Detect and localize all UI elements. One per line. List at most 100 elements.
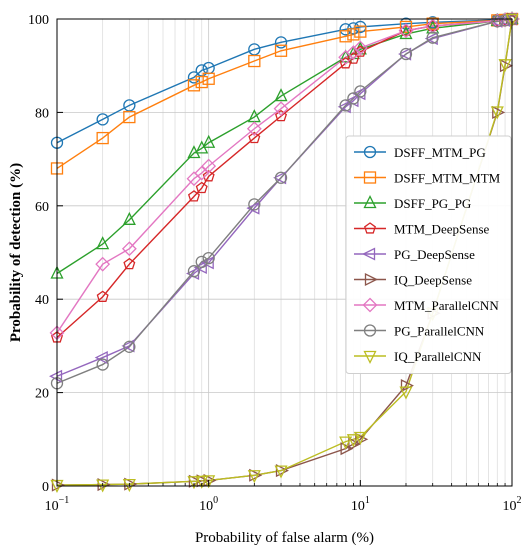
- series-3-point: [399, 25, 413, 40]
- series-4-point: [123, 257, 136, 270]
- series-6-point: [400, 379, 414, 393]
- series-9-point: [490, 106, 504, 120]
- series-6-point: [188, 474, 202, 488]
- series-8-point: [426, 31, 439, 44]
- series-2-point: [339, 30, 352, 43]
- series-2-point: [426, 17, 439, 30]
- series-5-point: [398, 47, 412, 61]
- series-1-point: [123, 99, 136, 112]
- series-9-point: [195, 475, 209, 489]
- series-6-point: [348, 437, 362, 451]
- series-9-point: [399, 386, 413, 400]
- series-4-point: [275, 109, 288, 122]
- series-1-point: [96, 113, 109, 126]
- series-9-point: [339, 436, 353, 450]
- plot-frame: [56, 18, 513, 487]
- y-tick-label: 20: [35, 387, 49, 402]
- series-9-point: [498, 59, 512, 73]
- series-8-point: [187, 265, 201, 278]
- legend-label-9: IQ_ParallelCNN: [394, 349, 482, 364]
- series-9-point: [505, 13, 519, 27]
- series-5-point: [337, 100, 351, 114]
- series-1-point: [274, 36, 288, 49]
- legend-marker-7: [362, 297, 378, 313]
- series-2-point: [195, 75, 208, 89]
- series-4-point: [187, 190, 200, 202]
- series-2-point: [202, 72, 215, 85]
- series-2-point: [399, 20, 413, 34]
- legend-label-5: PG_DeepSense: [394, 247, 475, 262]
- series-7-point: [352, 40, 368, 56]
- series-8-point: [399, 47, 413, 61]
- series-9-point: [353, 431, 367, 445]
- series-9-point: [274, 465, 288, 479]
- legend: DSFF_MTM_PG DSFF_MTM_MTM DSFF_PG_PG MTM_Dee…: [345, 135, 512, 374]
- series-9-point: [187, 476, 201, 490]
- legend-marker-5: [362, 247, 376, 261]
- series-5-point: [121, 339, 135, 353]
- legend-label-6: IQ_DeepSense: [394, 273, 472, 288]
- legend-marker-3: [363, 195, 377, 209]
- y-tick-label: 40: [35, 293, 49, 308]
- series-8-point: [274, 171, 288, 184]
- x-tick-label: 101: [351, 495, 370, 514]
- series-7-point: [273, 101, 289, 117]
- series-2-point: [347, 28, 360, 41]
- series-5-point: [273, 171, 287, 185]
- legend-marker-6: [364, 272, 378, 287]
- legend-label-1: DSFF_MTM_PG: [394, 145, 486, 160]
- series-5-point: [49, 369, 63, 383]
- series-5-point: [94, 351, 108, 365]
- legend-label-2: DSFF_MTM_MTM: [394, 171, 501, 186]
- legend-marker-2: [363, 171, 377, 184]
- series-2-point: [248, 54, 261, 68]
- series-markers: [49, 11, 520, 494]
- series-7-point: [345, 45, 361, 61]
- series-4-point: [248, 131, 261, 144]
- series-3-point: [96, 236, 110, 250]
- legend-marker-4: [364, 222, 376, 234]
- series-5-point: [193, 260, 207, 274]
- series-2-point: [354, 25, 367, 38]
- series-3-point: [274, 88, 288, 102]
- series-2-point: [187, 79, 201, 92]
- series-8-point: [498, 14, 512, 27]
- legend-marker-9: [363, 350, 377, 364]
- series-8-point: [347, 92, 360, 105]
- series-6-point: [124, 477, 138, 491]
- series-6-point: [51, 478, 65, 492]
- legend-box: [345, 135, 512, 374]
- axis-ticks: 10−1 100 101 102 0 20 40 60 80 100: [28, 13, 522, 514]
- y-tick-label: 60: [35, 200, 49, 215]
- series-9-point: [202, 475, 216, 489]
- series-7-point: [95, 256, 111, 272]
- series-7-point: [246, 121, 262, 137]
- series-3-point: [122, 211, 136, 225]
- series-6-point: [97, 478, 111, 492]
- y-tick-label: 100: [28, 13, 49, 28]
- legend-label-7: MTM_ParallelCNN: [394, 298, 499, 313]
- series-4-point: [96, 290, 109, 302]
- series-line-3: [56, 18, 513, 275]
- series-5-point: [200, 256, 214, 270]
- series-8-point: [202, 251, 215, 265]
- legend-label-8: PG_ParallelCNN: [394, 324, 485, 339]
- y-tick-label: 0: [42, 480, 49, 495]
- series-6-point: [249, 468, 263, 482]
- series-8-point: [339, 99, 352, 112]
- x-tick-label: 10−1: [45, 495, 70, 514]
- series-8-point: [195, 255, 208, 268]
- series-8-point: [248, 198, 261, 211]
- series-7-point: [121, 241, 137, 257]
- series-9-point: [122, 478, 136, 493]
- series-9-point: [247, 470, 261, 484]
- series-line-2: [56, 18, 513, 170]
- y-axis-label: Probability of detection (%): [8, 163, 24, 342]
- series-4-point: [195, 181, 208, 194]
- legend-label-4: MTM_DeepSense: [394, 222, 490, 237]
- series-1-point: [248, 43, 261, 56]
- x-tick-label: 100: [199, 495, 218, 514]
- series-3-point: [202, 134, 216, 148]
- series-7-point: [201, 158, 217, 174]
